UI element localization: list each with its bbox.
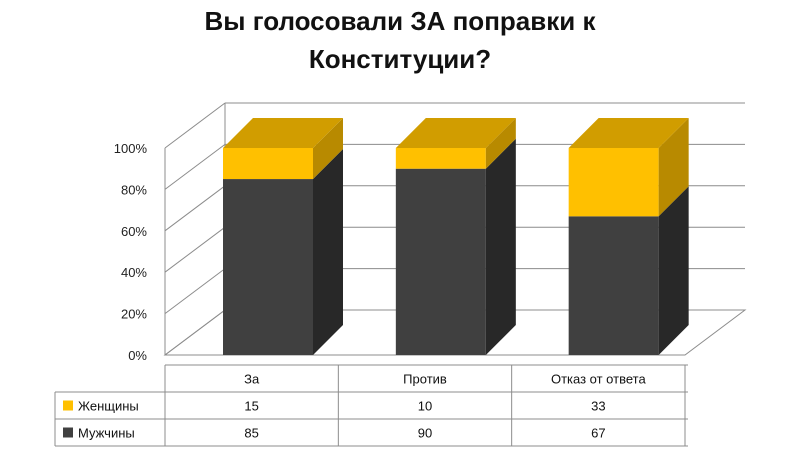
bar-front bbox=[395, 148, 486, 169]
bar-front bbox=[395, 168, 486, 355]
category-label: За bbox=[244, 372, 260, 387]
data-label: 10 bbox=[418, 399, 432, 414]
gridline-side bbox=[164, 226, 226, 273]
gridline-side bbox=[164, 102, 226, 149]
bar-front bbox=[223, 179, 313, 355]
bar-top bbox=[395, 118, 516, 148]
data-table: За Против Отказ от ответа Женщины 15 10 33 Мужч… bbox=[54, 364, 688, 447]
data-label: 67 bbox=[591, 426, 605, 441]
data-label: 85 bbox=[244, 426, 258, 441]
data-label: 33 bbox=[591, 399, 605, 414]
y-tick-label: 80% bbox=[121, 182, 147, 197]
y-tick-label: 60% bbox=[121, 224, 147, 239]
bar-segment bbox=[395, 138, 516, 355]
data-label: 90 bbox=[418, 426, 432, 441]
chart-title: Вы голосовали ЗА поправки к Конституции? bbox=[100, 2, 700, 78]
legend-swatch bbox=[63, 400, 73, 411]
chart-title-line-1: Вы голосовали ЗА поправки к bbox=[204, 6, 596, 36]
legend-swatch bbox=[63, 427, 73, 438]
category-label: Отказ от ответа bbox=[551, 372, 646, 387]
gridline-side bbox=[164, 268, 226, 315]
chart-floor bbox=[163, 309, 747, 356]
bar-segment bbox=[568, 118, 689, 217]
chart-title-line-2: Конституции? bbox=[308, 44, 492, 74]
bar-front bbox=[568, 216, 659, 355]
bar-side bbox=[485, 138, 516, 355]
bar-front bbox=[568, 148, 659, 217]
y-tick-label: 20% bbox=[121, 307, 147, 322]
bar-side bbox=[313, 149, 343, 355]
y-tick-label: 100% bbox=[114, 141, 148, 156]
bar-side bbox=[313, 118, 343, 180]
y-tick-label: 0% bbox=[128, 348, 147, 363]
bar-segment bbox=[395, 118, 516, 169]
bar-segment bbox=[568, 186, 689, 355]
category-label: Против bbox=[403, 372, 447, 387]
legend-label: Мужчины bbox=[78, 426, 135, 441]
data-label: 15 bbox=[244, 399, 258, 414]
gridline-side bbox=[164, 143, 226, 190]
bar-segment bbox=[223, 149, 343, 355]
bar-top bbox=[223, 118, 343, 148]
y-tick-label: 40% bbox=[121, 265, 147, 280]
bar-segment bbox=[223, 118, 343, 180]
bar-side bbox=[485, 118, 516, 169]
bar-top bbox=[568, 118, 689, 148]
bar-side bbox=[658, 118, 689, 217]
bars bbox=[223, 118, 689, 355]
gridline-side bbox=[164, 185, 226, 232]
legend-label: Женщины bbox=[78, 399, 139, 414]
bar-front bbox=[223, 148, 313, 180]
bar-side bbox=[658, 186, 689, 355]
